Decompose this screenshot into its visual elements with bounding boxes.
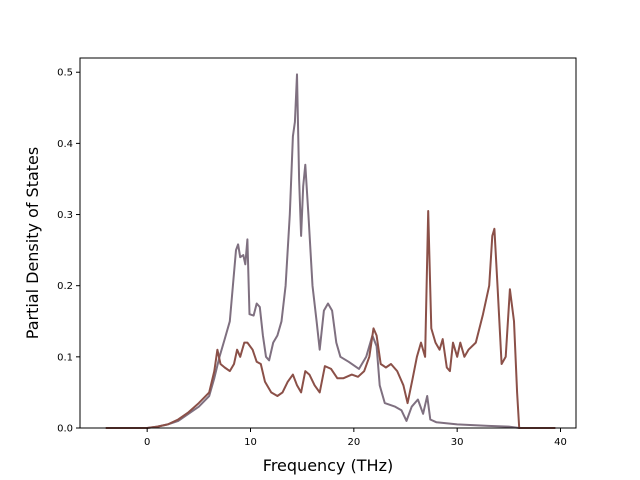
- y-axis-ticks: 0.0 0.1 0.2 0.3 0.4 0.5: [57, 68, 80, 435]
- y-tick-label: 0.3: [57, 210, 73, 221]
- series-line-1: [105, 73, 556, 429]
- y-axis-label: Partial Density of States: [23, 147, 42, 339]
- x-tick-label: 30: [451, 437, 464, 448]
- x-tick-label: 40: [554, 437, 567, 448]
- y-tick-label: 0.0: [57, 424, 73, 435]
- series-line-2: [105, 210, 556, 429]
- y-tick-label: 0.5: [57, 68, 73, 79]
- y-tick-label: 0.1: [57, 352, 73, 363]
- series-layer: [105, 73, 556, 429]
- plot-frame: [79, 57, 577, 429]
- x-axis-label: Frequency (THz): [263, 456, 393, 475]
- x-axis-ticks: 0 10 20 30 40: [144, 428, 567, 448]
- x-tick-label: 0: [144, 437, 150, 448]
- y-tick-label: 0.4: [57, 139, 73, 150]
- x-tick-label: 20: [347, 437, 360, 448]
- x-tick-label: 10: [244, 437, 257, 448]
- plot-background: [80, 58, 576, 428]
- y-tick-label: 0.2: [57, 281, 73, 292]
